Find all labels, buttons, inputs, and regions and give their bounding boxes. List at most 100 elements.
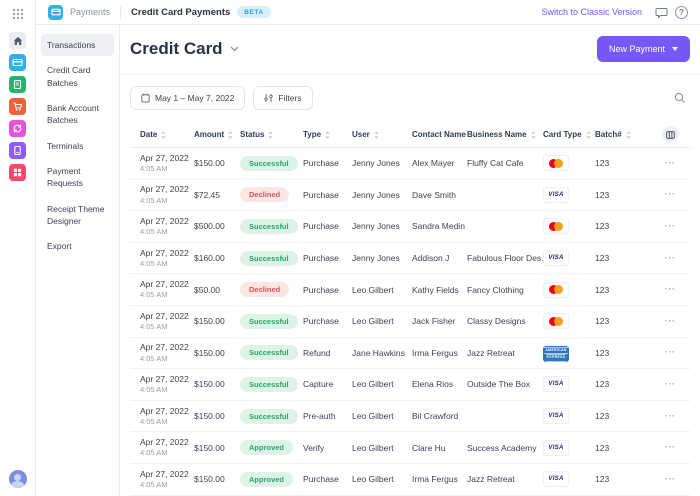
row-actions-button[interactable]: ⋯ <box>664 378 676 390</box>
table-row[interactable]: Apr 27, 2022 4:05 AM $150.00 Approved Pu… <box>130 464 690 496</box>
table-row[interactable]: Apr 27, 2022 4:05 AM $72.45 Declined Pur… <box>130 180 690 212</box>
sort-icon[interactable] <box>585 130 592 139</box>
chevron-down-icon[interactable] <box>230 46 239 52</box>
cell-business-name: Jazz Retreat <box>467 474 515 485</box>
row-actions-button[interactable]: ⋯ <box>664 473 676 485</box>
avatar-body <box>11 481 24 488</box>
status-badge: Successful <box>240 345 298 361</box>
sort-icon[interactable] <box>160 130 167 139</box>
header-divider <box>120 74 700 75</box>
table-row[interactable]: Apr 27, 2022 4:05 AM $150.00 Successful … <box>130 306 690 338</box>
column-settings-button[interactable] <box>661 126 679 143</box>
col-header-status[interactable]: Status <box>240 130 303 139</box>
cell-date: Apr 27, 2022 4:05 AM <box>140 248 194 269</box>
table-row[interactable]: Apr 27, 2022 4:05 AM $150.00 Successful … <box>130 338 690 370</box>
visa-icon: VISA <box>543 439 569 456</box>
cart-app-icon[interactable] <box>9 98 26 115</box>
date-range-button[interactable]: May 1 – May 7, 2022 <box>130 86 246 110</box>
sort-icon[interactable] <box>530 130 537 139</box>
transaction-time: 4:05 AM <box>140 290 168 300</box>
cell-status: Approved <box>240 471 303 487</box>
row-actions-button[interactable]: ⋯ <box>664 157 676 169</box>
table-row[interactable]: Apr 27, 2022 4:05 AM $150.00 Approved Ve… <box>130 432 690 464</box>
sidebar-item-export[interactable]: Export <box>47 241 72 252</box>
sidebar-item-credit-card-batches[interactable]: Credit Card Batches <box>47 65 91 88</box>
sidebar-item-terminals[interactable]: Terminals <box>47 140 84 151</box>
table-row[interactable]: Apr 27, 2022 4:05 AM $500.00 Successful … <box>130 211 690 243</box>
col-header-card-type[interactable]: Card Type <box>543 130 595 139</box>
invoices-app-icon[interactable] <box>9 76 26 93</box>
cell-business-name: Outside The Box <box>467 379 531 390</box>
switch-classic-link[interactable]: Switch to Classic Version <box>541 7 642 17</box>
row-actions-button[interactable]: ⋯ <box>664 315 676 327</box>
sidebar-item-transactions[interactable]: Transactions <box>41 34 114 57</box>
table-row[interactable]: Apr 27, 2022 4:05 AM $160.00 Successful … <box>130 243 690 275</box>
cell-date: Apr 27, 2022 4:05 AM <box>140 437 194 458</box>
new-payment-button[interactable]: New Payment <box>596 36 690 62</box>
calendar-icon <box>141 93 150 103</box>
sort-icon[interactable] <box>267 130 274 139</box>
cell-date: Apr 27, 2022 4:05 AM <box>140 342 194 363</box>
sidebar-item-receipt-theme-designer[interactable]: Receipt Theme Designer <box>47 203 105 226</box>
sort-icon[interactable] <box>324 130 331 139</box>
table-row[interactable]: Apr 27, 2022 4:05 AM $150.00 Successful … <box>130 369 690 401</box>
row-actions-button[interactable]: ⋯ <box>664 252 676 264</box>
cell-type: Capture <box>303 379 334 390</box>
row-actions-button[interactable]: ⋯ <box>664 410 676 422</box>
row-actions-button[interactable]: ⋯ <box>664 442 676 454</box>
col-header-date[interactable]: Date <box>140 130 194 139</box>
cell-type: Purchase <box>303 189 339 200</box>
search-icon[interactable] <box>674 92 690 104</box>
main-panel: Credit Card New Payment May 1 – May 7, 2… <box>120 25 700 496</box>
col-header-user[interactable]: User <box>352 130 412 139</box>
sort-icon[interactable] <box>625 130 632 139</box>
sort-icon[interactable] <box>373 130 380 139</box>
apps-grid-icon[interactable] <box>9 164 26 181</box>
transaction-date: Apr 27, 2022 <box>140 374 189 385</box>
sidebar-item-payment-requests[interactable]: Payment Requests <box>47 165 83 189</box>
table-row[interactable]: Apr 27, 2022 4:05 AM $150.00 Successful … <box>130 148 690 180</box>
cell-status: Successful <box>240 218 303 234</box>
col-header-contact-name[interactable]: Contact Name <box>412 130 467 139</box>
col-header-amount[interactable]: Amount <box>194 130 240 139</box>
app-launcher-icon[interactable] <box>12 7 24 20</box>
cell-user: Jenny Jones <box>352 158 400 169</box>
cell-actions: ⋯ <box>650 316 690 327</box>
cell-type: Purchase <box>303 474 339 485</box>
status-badge: Successful <box>240 408 298 424</box>
recurring-app-icon[interactable] <box>9 120 26 137</box>
col-header-type[interactable]: Type <box>303 130 352 139</box>
cell-contact-name: Clare Hu <box>412 442 446 453</box>
row-actions-button[interactable]: ⋯ <box>664 284 676 296</box>
table-body: Apr 27, 2022 4:05 AM $150.00 Successful … <box>130 148 690 496</box>
sidebar-item-bank-account-batches[interactable]: Bank Account Batches <box>47 102 99 126</box>
help-icon[interactable]: ? <box>675 5 688 19</box>
documents-app-icon[interactable] <box>9 142 26 159</box>
row-actions-button[interactable]: ⋯ <box>664 189 676 201</box>
payments-app-icon[interactable] <box>9 54 26 71</box>
cell-actions: ⋯ <box>650 221 690 232</box>
mastercard-icon <box>543 218 569 235</box>
section-title-text: Credit Card <box>130 39 223 58</box>
row-actions-button[interactable]: ⋯ <box>664 347 676 359</box>
feedback-icon[interactable] <box>655 6 668 19</box>
visa-icon: VISA <box>543 376 569 393</box>
transaction-time: 4:05 AM <box>140 448 168 458</box>
transaction-time: 4:05 AM <box>140 258 168 268</box>
new-payment-label: New Payment <box>608 44 665 54</box>
filters-button[interactable]: Filters <box>253 86 313 110</box>
table-row[interactable]: Apr 27, 2022 4:05 AM $50.00 Declined Pur… <box>130 274 690 306</box>
row-actions-button[interactable]: ⋯ <box>664 220 676 232</box>
sort-icon[interactable] <box>227 130 234 139</box>
table-row[interactable]: Apr 27, 2022 4:05 AM $150.00 Successful … <box>130 401 690 433</box>
user-avatar[interactable] <box>8 470 27 488</box>
home-icon[interactable] <box>9 32 26 49</box>
col-header-batch[interactable]: Batch# <box>595 130 650 139</box>
payments-logo-icon <box>48 4 63 20</box>
app-name[interactable]: Payments <box>70 7 111 17</box>
col-header-business-name[interactable]: Business Name <box>467 130 543 139</box>
cell-contact-name: Irma Fergus <box>412 347 458 358</box>
status-badge: Successful <box>240 155 298 171</box>
